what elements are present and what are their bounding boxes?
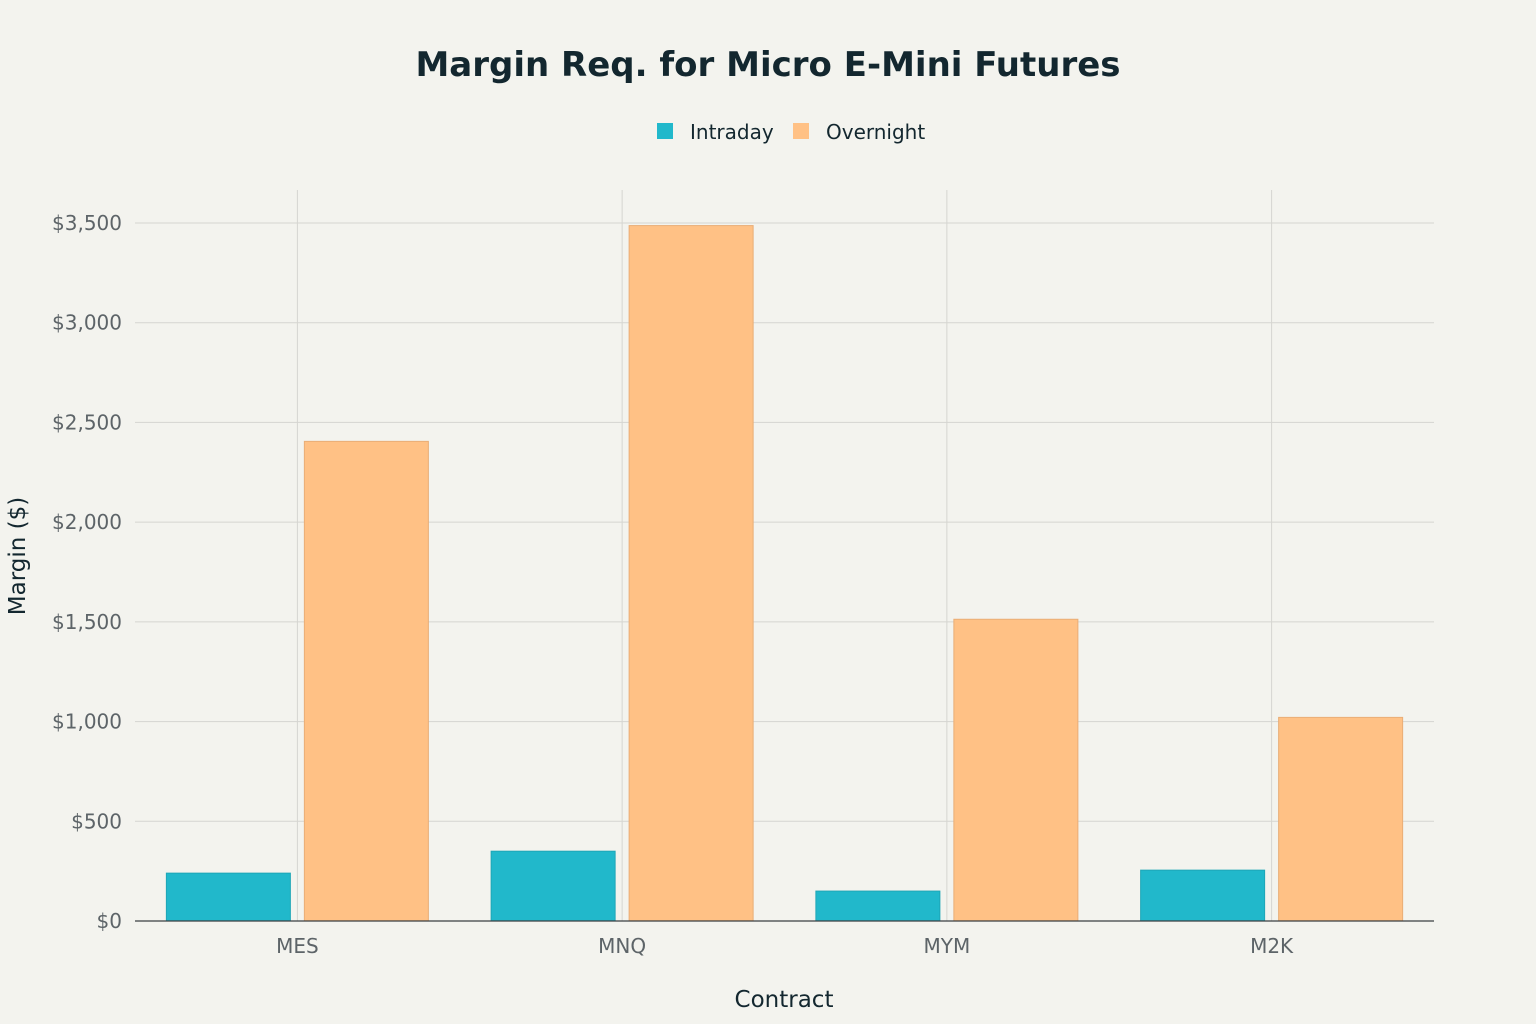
x-tick-label: MES xyxy=(276,934,319,958)
y-tick-label: $3,000 xyxy=(52,311,122,335)
bar-overnight-mnq[interactable]: Overnight MNQ: $3,487 xyxy=(628,225,754,922)
x-tick-label: MYM xyxy=(924,934,971,958)
x-axis-title: Contract xyxy=(735,987,834,1013)
bar-intraday-mym[interactable]: Intraday MYM: $150 xyxy=(815,890,941,922)
bar-intraday-mnq[interactable]: Intraday MNQ: $350 xyxy=(490,850,616,922)
legend-swatch xyxy=(793,123,809,139)
bar-intraday-mes[interactable]: Intraday MES: $240 xyxy=(165,872,291,922)
y-axis-title: Margin ($) xyxy=(5,497,31,615)
y-tick-label: $3,500 xyxy=(52,211,122,235)
y-tick-label: $2,500 xyxy=(52,410,122,434)
y-tick-label: $0 xyxy=(97,909,122,933)
y-tick-label: $2,000 xyxy=(52,510,122,534)
y-tick-label: $1,500 xyxy=(52,610,122,634)
legend-label: Intraday xyxy=(690,120,774,144)
legend[interactable]: Intraday Overnight xyxy=(657,120,925,144)
x-tick-label: M2K xyxy=(1250,934,1294,958)
x-tick-label: MNQ xyxy=(598,934,646,958)
bar-overnight-mes[interactable]: Overnight MES: $2,405 xyxy=(303,440,429,922)
legend-item-overnight[interactable]: Overnight xyxy=(793,120,925,144)
bar-overnight-mym[interactable]: Overnight MYM: $1,513 xyxy=(953,618,1079,922)
y-tick-label: $1,000 xyxy=(52,710,122,734)
chart-title: Margin Req. for Micro E-Mini Futures xyxy=(415,45,1120,85)
bar-intraday-m2k[interactable]: Intraday M2K: $255 xyxy=(1140,869,1266,922)
legend-item-intraday[interactable]: Intraday xyxy=(657,120,774,144)
bars: Intraday MES: $240Overnight MES: $2,405 I… xyxy=(165,225,1404,922)
legend-label: Overnight xyxy=(826,120,925,144)
legend-swatch xyxy=(657,123,673,139)
y-tick-label: $500 xyxy=(71,809,122,833)
axes: $0 $500 $1,000 $1,500 $2,000 $2,500 $3,000 $3,5… xyxy=(52,211,1434,958)
bar-overnight-m2k[interactable]: Overnight M2K: $1,021 xyxy=(1278,716,1404,922)
